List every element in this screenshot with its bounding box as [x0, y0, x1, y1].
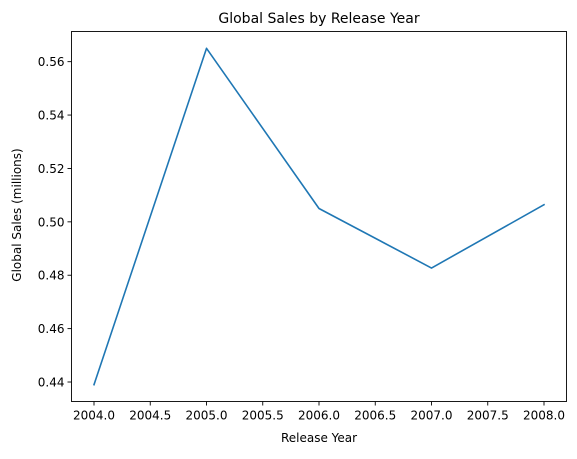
y-tick-label: 0.54 [38, 109, 65, 123]
series-line [94, 48, 544, 384]
y-tick-label: 0.56 [38, 55, 65, 69]
y-axis-label: Global Sales (millions) [10, 148, 24, 281]
y-tick-label: 0.50 [38, 215, 65, 229]
x-tick-label: 2007.5 [467, 409, 509, 423]
axes: 2004.0 2004.5 2005.0 2005.5 2006.0 2006.5 2007… [38, 55, 565, 422]
series-group [94, 48, 544, 384]
x-tick-label: 2006.5 [354, 409, 396, 423]
plot-frame [72, 32, 567, 402]
y-tick-label: 0.46 [38, 322, 65, 336]
y-tick-label: 0.52 [38, 162, 65, 176]
x-tick-label: 2007.0 [411, 409, 453, 423]
x-tick-label: 2004.5 [129, 409, 171, 423]
y-tick-label: 0.44 [38, 376, 65, 390]
x-tick-label: 2005.5 [242, 409, 284, 423]
x-tick-label: 2005.0 [186, 409, 228, 423]
x-tick-label: 2006.0 [298, 409, 340, 423]
chart-title: Global Sales by Release Year [218, 11, 419, 27]
x-tick-label: 2004.0 [73, 409, 115, 423]
x-tick-label: 2008.0 [523, 409, 565, 423]
x-axis-label: Release Year [281, 431, 357, 445]
y-tick-label: 0.48 [38, 269, 65, 283]
